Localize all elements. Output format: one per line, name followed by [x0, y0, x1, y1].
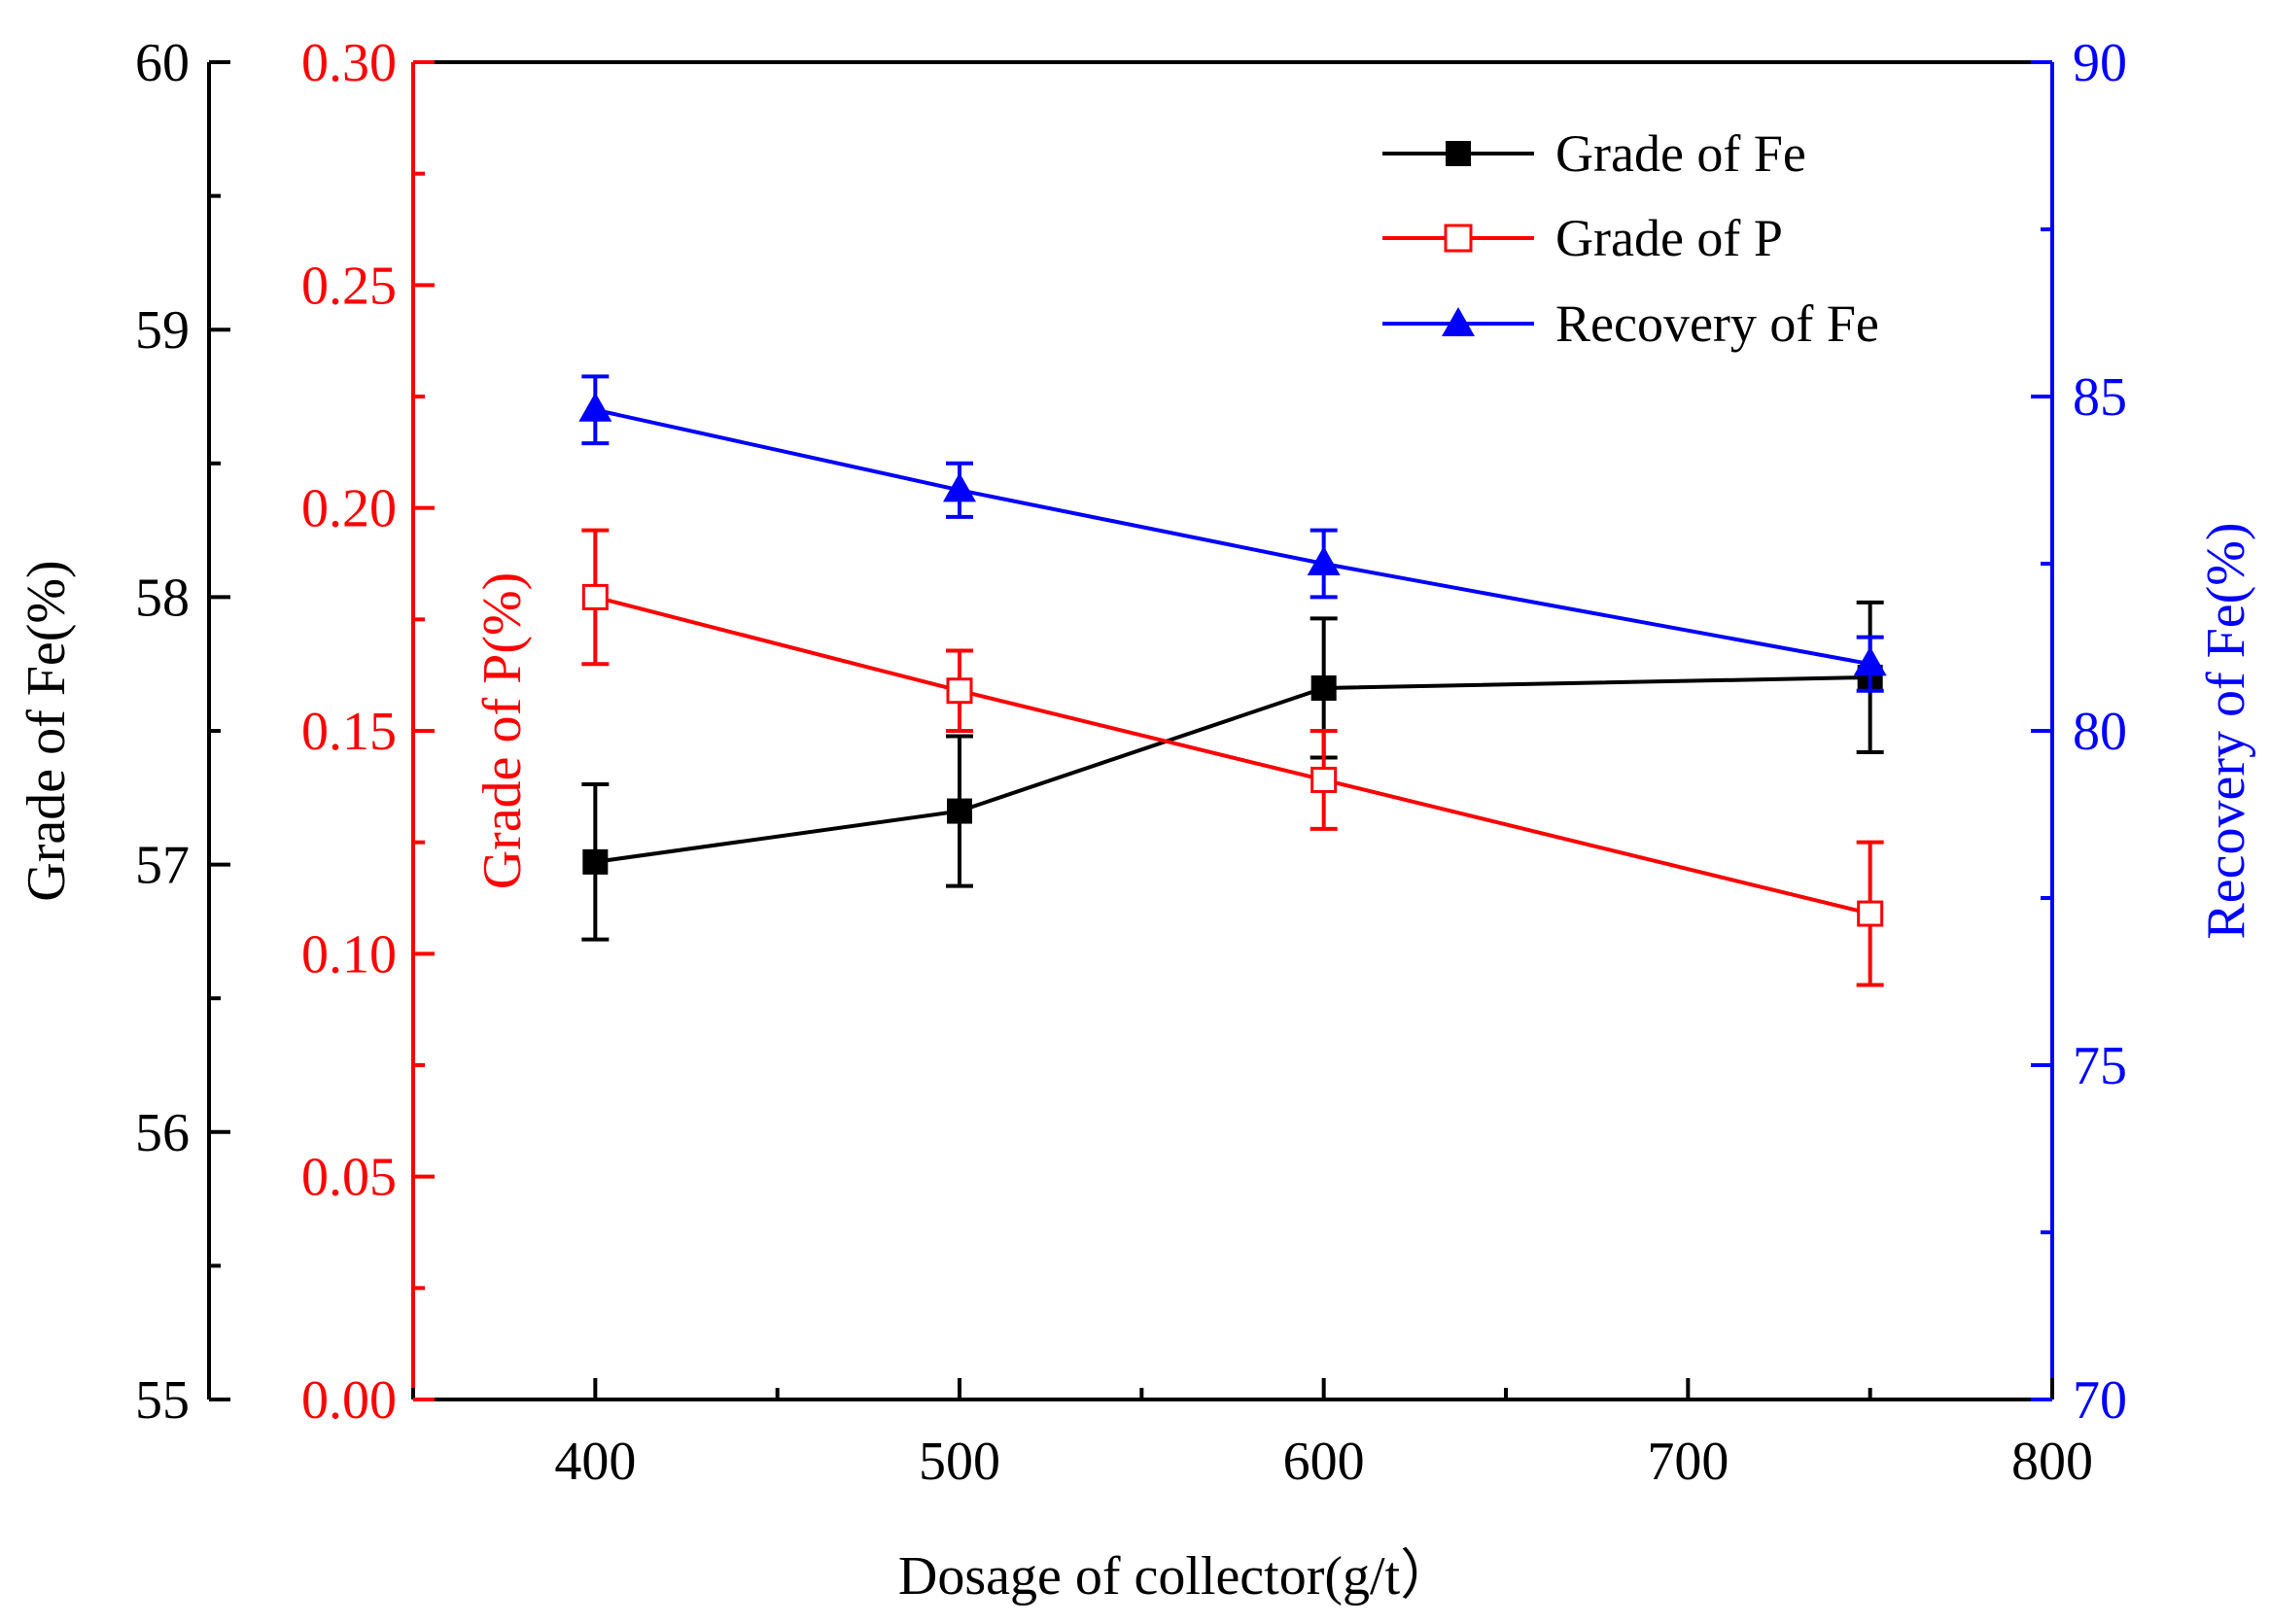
series-fe-grade-point — [582, 848, 609, 875]
ticks — [209, 60, 2054, 1401]
series-p-grade — [581, 528, 1884, 987]
legend-label-fe-grade: Grade of Fe — [1555, 124, 1806, 183]
x-tick-label: 800 — [2011, 1432, 2093, 1492]
fe-grade-tick-label: 60 — [135, 33, 190, 93]
fe-grade-tick-label: 57 — [135, 836, 190, 896]
p-grade-tick-label: 0.30 — [301, 33, 397, 93]
legend-marker-fe-recovery — [1442, 307, 1475, 336]
legend-entry-p-grade: Grade of P — [1382, 209, 1783, 267]
series-fe-recovery-point — [1853, 646, 1887, 676]
legend-marker-p-grade — [1444, 224, 1473, 253]
x-tick-label: 400 — [554, 1432, 636, 1492]
series-fe-recovery-point — [578, 392, 612, 422]
series-fe-recovery-point — [1307, 546, 1341, 575]
p-grade-tick-label: 0.10 — [301, 924, 397, 985]
fe-recovery-tick-label: 70 — [2073, 1370, 2127, 1431]
p-grade-tick-label: 0.15 — [301, 702, 397, 762]
fe-grade-axis-title: Grade of Fe(%) — [17, 560, 77, 901]
legend-label-p-grade: Grade of P — [1555, 209, 1783, 267]
fe-recovery-tick-label: 75 — [2073, 1036, 2127, 1096]
series-fe-grade-point — [1310, 674, 1337, 701]
x-axis-title: Dosage of collector(g/t） — [898, 1546, 1454, 1607]
series-fe-recovery — [578, 374, 1887, 693]
series-fe-grade-line — [595, 674, 1870, 864]
series-p-grade-point — [1857, 900, 1884, 927]
x-tick-label: 700 — [1647, 1432, 1729, 1492]
legend-label-fe-recovery: Recovery of Fe — [1555, 294, 1879, 353]
plot-area — [578, 374, 1887, 987]
x-tick-label: 500 — [919, 1432, 1000, 1492]
fe-grade-tick-label: 58 — [135, 568, 190, 628]
fe-grade-tick-label: 55 — [135, 1370, 190, 1431]
series-fe-recovery-line — [594, 407, 1871, 667]
series-fe-grade-point — [947, 798, 972, 824]
series-p-grade-line — [594, 595, 1871, 916]
fe-recovery-axis-title: Recovery of Fe(%) — [2196, 522, 2256, 939]
series-p-grade-point — [1310, 766, 1338, 793]
fe-recovery-tick-label: 90 — [2073, 33, 2127, 93]
x-tick-label: 600 — [1283, 1432, 1365, 1492]
p-grade-axis-title: Grade of P(%) — [472, 572, 533, 890]
legend: Grade of Fe Grade of P Recovery of Fe — [1382, 124, 1879, 353]
p-grade-tick-label: 0.00 — [301, 1370, 397, 1431]
series-p-grade-point — [581, 583, 609, 610]
fe-recovery-tick-label: 85 — [2073, 367, 2127, 428]
series-fe-recovery-point — [943, 472, 976, 502]
legend-entry-fe-recovery: Recovery of Fe — [1382, 294, 1879, 353]
fe-grade-tick-label: 59 — [135, 300, 190, 361]
axis-titles: Dosage of collector(g/t） Grade of Fe(%) … — [17, 522, 2256, 1607]
series-p-grade-point — [946, 677, 973, 705]
p-grade-tick-label: 0.05 — [301, 1148, 397, 1208]
fe-recovery-tick-label: 80 — [2073, 702, 2127, 762]
legend-marker-fe-grade — [1446, 141, 1471, 166]
p-grade-tick-label: 0.25 — [301, 256, 397, 316]
p-grade-tick-label: 0.20 — [301, 479, 397, 539]
fe-grade-tick-label: 56 — [135, 1103, 190, 1163]
legend-entry-fe-grade: Grade of Fe — [1382, 124, 1806, 183]
tick-labels: 400 500 600 700 800 55 56 57 58 59 60 0.00 0.05 0.10 0… — [135, 33, 2127, 1492]
